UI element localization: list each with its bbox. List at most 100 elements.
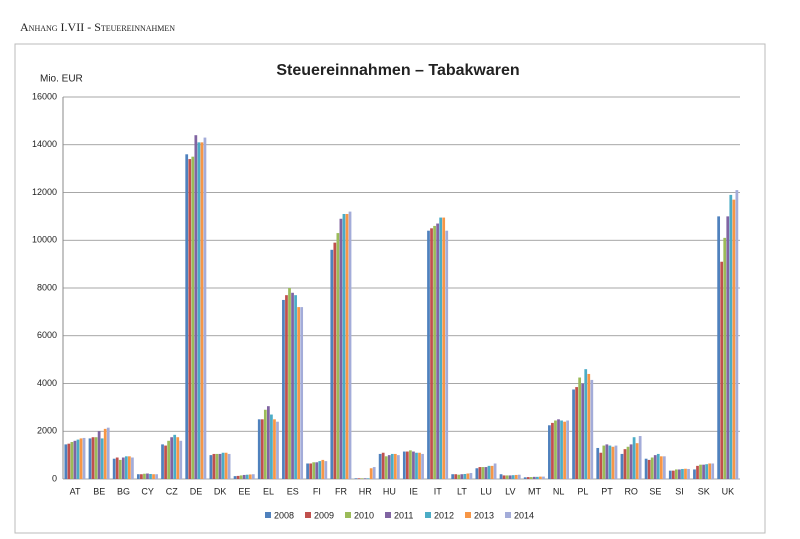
bar [300, 307, 304, 479]
bar [363, 478, 367, 479]
bar [451, 474, 455, 479]
bar [378, 453, 382, 479]
bar [348, 211, 352, 479]
page-header: Anhang I.VII - Steuereinnahmen [20, 20, 175, 34]
x-tick-label: LV [505, 486, 515, 496]
bar [466, 473, 470, 479]
bar [357, 478, 361, 479]
bar [705, 464, 708, 479]
bar [236, 475, 240, 479]
bar [460, 474, 464, 479]
bar [505, 475, 509, 479]
legend-swatch [425, 512, 431, 518]
bar [717, 216, 721, 479]
bar [526, 477, 530, 479]
bar [572, 389, 575, 479]
bar [146, 473, 149, 479]
x-tick-label: IT [434, 486, 443, 496]
bar [297, 307, 300, 479]
x-tick-label: EL [263, 486, 274, 496]
bar [260, 419, 264, 479]
bar [638, 436, 642, 479]
bar [587, 373, 591, 479]
x-tick-label: HU [383, 486, 396, 496]
bar [149, 473, 152, 479]
bar [88, 438, 92, 479]
bar [191, 156, 195, 479]
bar [551, 422, 554, 479]
bar [405, 451, 409, 479]
x-tick-label: LU [480, 486, 492, 496]
bar [647, 459, 651, 479]
bar [285, 295, 288, 479]
bar [360, 478, 364, 479]
bar [321, 459, 325, 479]
bar [454, 474, 458, 479]
x-tick-label: AT [70, 486, 81, 496]
bar [711, 463, 715, 479]
bar [366, 478, 370, 479]
bar [203, 137, 207, 479]
bar [209, 455, 213, 479]
bar [185, 154, 189, 480]
chart-title: Steuereinnahmen – Tabakwaren [276, 62, 519, 79]
x-tick-label: BG [117, 486, 130, 496]
legend-label: 2011 [394, 510, 413, 520]
bar [251, 474, 255, 479]
bar [409, 450, 412, 479]
bar [131, 457, 134, 479]
x-tick-label: DE [190, 486, 203, 496]
bar [708, 463, 712, 479]
bar [239, 475, 243, 479]
bar [681, 468, 684, 479]
bar [176, 437, 180, 479]
y-tick-label: 14000 [32, 139, 57, 149]
bar [499, 474, 503, 479]
bar [560, 420, 563, 479]
bar [336, 233, 340, 479]
legend-label: 2014 [514, 510, 534, 520]
bar [194, 135, 198, 479]
bar [339, 218, 343, 479]
bar [469, 473, 473, 479]
bar [384, 456, 388, 479]
x-tick-label: ES [287, 486, 299, 496]
bar [161, 444, 164, 479]
bar [502, 475, 506, 479]
bar [318, 461, 322, 479]
bar [620, 453, 624, 479]
bar [614, 445, 618, 479]
bar [121, 457, 125, 479]
bar [436, 223, 439, 479]
bar [599, 452, 603, 479]
bar [342, 213, 346, 480]
bar [97, 431, 101, 479]
bar [626, 446, 630, 479]
bar [224, 452, 228, 479]
bar [457, 474, 461, 479]
bar [306, 463, 309, 479]
bar [508, 475, 512, 479]
bar [291, 292, 294, 479]
bar [67, 443, 71, 479]
bar [390, 453, 394, 479]
x-tick-label: LT [457, 486, 467, 496]
legend-swatch [305, 512, 311, 518]
bar [687, 468, 690, 479]
bar [276, 421, 279, 479]
bar [605, 444, 609, 479]
bar [393, 453, 397, 479]
bar [732, 199, 736, 479]
bar [623, 449, 627, 479]
bar [270, 414, 273, 479]
y-tick-label: 6000 [37, 330, 57, 340]
x-tick-label: RO [624, 486, 638, 496]
bar [699, 464, 702, 479]
x-tick-label: SI [675, 486, 684, 496]
y-tick-label: 8000 [37, 282, 57, 292]
bar [387, 455, 391, 479]
bar [164, 445, 167, 479]
bar [170, 437, 174, 479]
x-tick-label: HR [359, 486, 372, 496]
bar [330, 249, 334, 479]
